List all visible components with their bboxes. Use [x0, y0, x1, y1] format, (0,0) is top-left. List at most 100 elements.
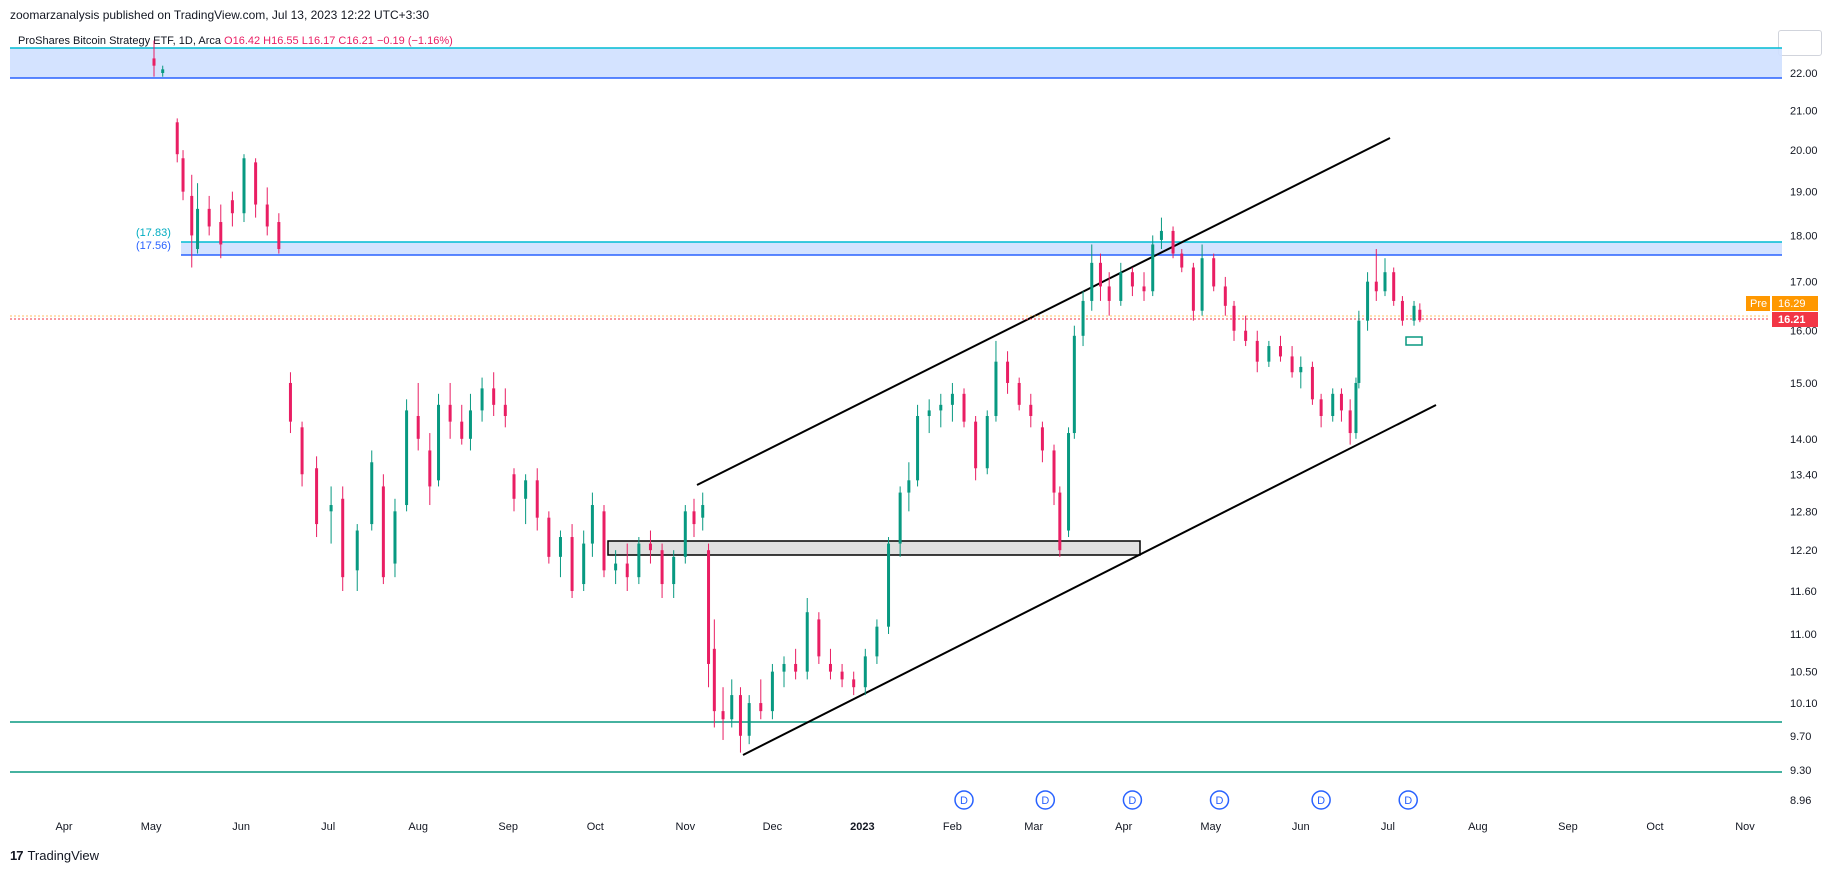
candle[interactable]	[448, 382, 452, 439]
candle[interactable]	[1142, 272, 1146, 301]
candle[interactable]	[405, 399, 409, 512]
candle[interactable]	[254, 158, 258, 218]
candle[interactable]	[512, 468, 516, 512]
candle[interactable]	[329, 486, 333, 544]
candle[interactable]	[1212, 253, 1216, 292]
candle[interactable]	[355, 524, 359, 592]
candle[interactable]	[277, 213, 281, 254]
price-axis[interactable]: 22.00 21.00 20.00 19.00 18.00 17.00 16.00 15.00…	[1790, 68, 1818, 807]
candle[interactable]	[1392, 267, 1396, 306]
candle[interactable]	[492, 372, 496, 417]
candle[interactable]	[1052, 444, 1056, 506]
candle[interactable]	[1290, 346, 1294, 378]
candle[interactable]	[994, 340, 998, 422]
candle[interactable]	[1299, 356, 1303, 389]
candle[interactable]	[730, 679, 734, 728]
candle[interactable]	[1400, 296, 1404, 326]
candle[interactable]	[460, 404, 464, 445]
candle[interactable]	[1278, 335, 1282, 362]
candle[interactable]	[437, 393, 441, 487]
candle[interactable]	[1331, 388, 1335, 422]
candle[interactable]	[672, 550, 676, 599]
candle[interactable]	[1017, 377, 1021, 411]
dividend-marker[interactable]: D	[1398, 790, 1418, 810]
candle[interactable]	[648, 530, 652, 564]
candle[interactable]	[1107, 272, 1111, 316]
candle[interactable]	[300, 421, 304, 487]
candle[interactable]	[558, 530, 562, 578]
candle[interactable]	[840, 663, 844, 688]
candle[interactable]	[1339, 388, 1343, 422]
candle[interactable]	[794, 648, 798, 680]
candle[interactable]	[614, 550, 618, 585]
candle[interactable]	[1383, 258, 1387, 297]
candle[interactable]	[381, 474, 385, 585]
candle[interactable]	[1090, 244, 1094, 311]
candle[interactable]	[161, 65, 165, 77]
candle[interactable]	[524, 474, 528, 525]
candle[interactable]	[341, 486, 345, 592]
range-box[interactable]	[607, 540, 1141, 556]
candle[interactable]	[1354, 377, 1358, 439]
candle[interactable]	[701, 492, 705, 531]
candle[interactable]	[468, 393, 472, 451]
candle[interactable]	[370, 450, 374, 531]
candle[interactable]	[175, 118, 179, 163]
candle[interactable]	[1319, 393, 1323, 428]
candle[interactable]	[152, 40, 156, 77]
candle[interactable]	[939, 393, 943, 428]
candle[interactable]	[1058, 486, 1062, 557]
candle[interactable]	[907, 462, 911, 512]
top-zone[interactable]	[10, 48, 1782, 78]
candle[interactable]	[1191, 262, 1195, 321]
candle[interactable]	[828, 648, 832, 680]
candle[interactable]	[875, 619, 879, 664]
symbol-name[interactable]: ProShares Bitcoin Strategy ETF, 1D, Arca	[18, 35, 221, 47]
candle[interactable]	[1006, 351, 1010, 394]
dividend-marker[interactable]: D	[1035, 790, 1056, 810]
candle[interactable]	[782, 656, 786, 688]
candle[interactable]	[759, 679, 763, 720]
candle[interactable]	[887, 537, 891, 634]
candle[interactable]	[393, 498, 397, 578]
candle[interactable]	[1029, 393, 1033, 428]
candle[interactable]	[181, 150, 185, 201]
candle[interactable]	[747, 695, 751, 745]
target-marker[interactable]	[1405, 336, 1423, 346]
candle[interactable]	[927, 399, 931, 434]
dividend-marker[interactable]: D	[1311, 790, 1331, 810]
candle[interactable]	[1098, 253, 1102, 301]
candle[interactable]	[985, 410, 989, 475]
candle[interactable]	[707, 543, 711, 688]
candle[interactable]	[265, 187, 269, 236]
candle[interactable]	[1366, 272, 1370, 331]
candle[interactable]	[547, 511, 551, 564]
candle[interactable]	[582, 530, 586, 592]
candle[interactable]	[1255, 330, 1259, 373]
candle[interactable]	[196, 183, 200, 254]
candle[interactable]	[1223, 276, 1227, 316]
candle[interactable]	[637, 537, 641, 585]
candle[interactable]	[1412, 300, 1416, 326]
candle[interactable]	[1357, 310, 1361, 389]
candle[interactable]	[770, 663, 774, 720]
channel-lower-line[interactable]	[742, 404, 1437, 756]
candle[interactable]	[428, 433, 432, 506]
candle[interactable]	[1081, 291, 1085, 347]
candle[interactable]	[207, 195, 211, 236]
candle[interactable]	[570, 524, 574, 599]
candle[interactable]	[692, 498, 696, 538]
candle[interactable]	[230, 191, 234, 227]
chart-corner-button[interactable]	[1778, 30, 1822, 56]
candle[interactable]	[602, 505, 606, 578]
candle[interactable]	[288, 372, 292, 434]
candle[interactable]	[1180, 249, 1184, 273]
dividend-marker[interactable]: D	[954, 790, 974, 810]
candle[interactable]	[219, 204, 223, 259]
candle[interactable]	[852, 671, 856, 696]
candle[interactable]	[1130, 267, 1134, 297]
dividend-marker[interactable]: D	[1209, 790, 1230, 810]
candle[interactable]	[712, 619, 716, 728]
candle[interactable]	[974, 416, 978, 481]
candle[interactable]	[1072, 325, 1076, 439]
